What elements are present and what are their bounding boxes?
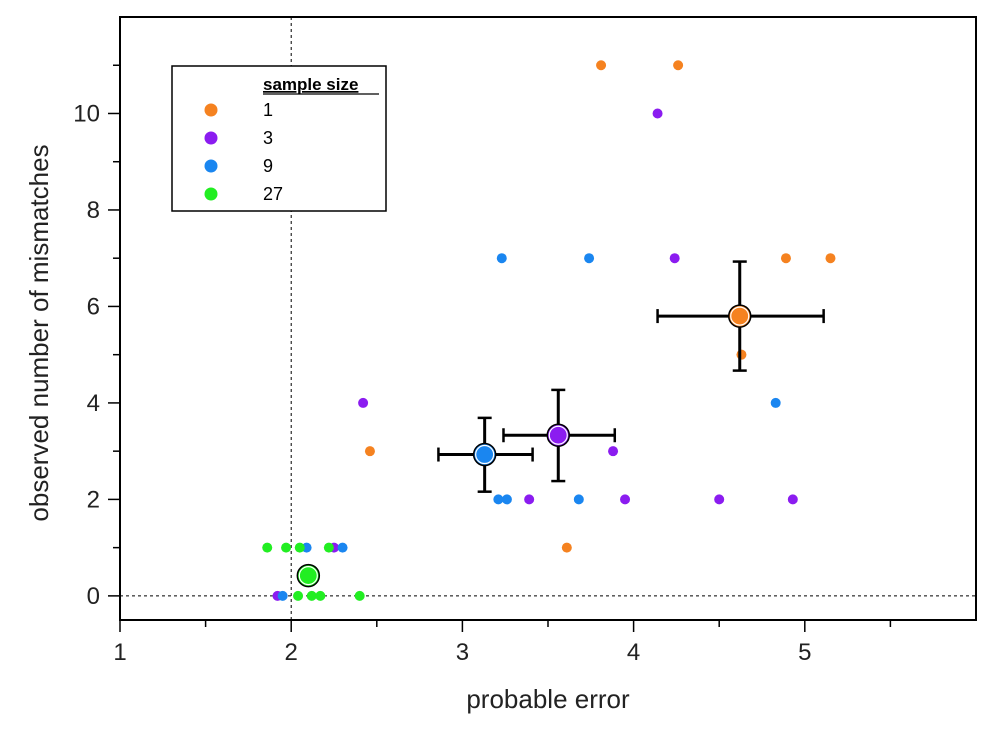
point-sample-9 xyxy=(573,494,584,505)
point-sample-1 xyxy=(673,60,684,71)
point-sample-9 xyxy=(493,494,504,505)
point-sample-9 xyxy=(501,494,512,505)
point-sample-9 xyxy=(337,542,348,553)
point-sample-27 xyxy=(281,542,292,553)
point-sample-1 xyxy=(596,60,607,71)
point-sample-9 xyxy=(277,590,288,601)
y-tick-label: 4 xyxy=(87,390,100,417)
legend-label-1: 1 xyxy=(263,100,273,120)
y-tick-label: 2 xyxy=(87,486,100,513)
point-sample-1 xyxy=(561,542,572,553)
mean-point-3 xyxy=(546,423,571,447)
point-sample-3 xyxy=(787,494,798,505)
x-tick-label: 3 xyxy=(456,639,469,666)
legend-label-3: 3 xyxy=(263,128,273,148)
mean-point-ring-9 xyxy=(475,444,495,465)
point-sample-1 xyxy=(364,446,375,457)
point-sample-3 xyxy=(669,253,680,264)
point-sample-3 xyxy=(608,446,619,457)
y-tick-label: 6 xyxy=(87,293,100,320)
point-sample-3 xyxy=(524,494,535,505)
point-sample-1 xyxy=(825,253,836,264)
point-sample-9 xyxy=(301,542,312,553)
point-sample-27 xyxy=(323,542,334,553)
mean-point-ring-1 xyxy=(730,306,750,326)
legend-marker-9 xyxy=(204,159,218,173)
legend-label-27: 27 xyxy=(263,184,283,204)
mean-markers xyxy=(296,260,825,588)
mean-point-1 xyxy=(727,304,752,328)
point-sample-3 xyxy=(652,108,663,119)
x-axis: 1 2 3 4 5 xyxy=(113,620,892,666)
point-sample-3 xyxy=(620,494,631,505)
point-sample-27 xyxy=(354,590,365,601)
legend-marker-27 xyxy=(204,187,218,201)
x-axis-label: probable error xyxy=(466,684,630,714)
point-sample-27 xyxy=(315,590,326,601)
point-sample-1 xyxy=(736,349,747,360)
point-sample-27 xyxy=(293,590,304,601)
point-sample-27 xyxy=(294,542,305,553)
point-sample-3 xyxy=(358,397,369,408)
legend-marker-3 xyxy=(204,131,218,145)
point-sample-3 xyxy=(714,494,725,505)
y-tick-label: 10 xyxy=(73,100,100,127)
legend-title: sample size xyxy=(263,75,358,94)
x-tick-label: 2 xyxy=(285,639,298,666)
x-tick-label: 1 xyxy=(113,639,126,666)
y-tick-label: 0 xyxy=(87,583,100,610)
mean-point-27 xyxy=(296,563,321,588)
x-tick-label: 4 xyxy=(627,639,640,666)
point-sample-9 xyxy=(770,397,781,408)
point-sample-1 xyxy=(780,253,791,264)
point-sample-27 xyxy=(306,590,317,601)
mean-point-ring-27 xyxy=(298,566,318,586)
legend: sample size 1 3 9 27 xyxy=(171,65,387,212)
legend-label-9: 9 xyxy=(263,156,273,176)
legend-marker-1 xyxy=(204,103,218,117)
y-tick-label: 8 xyxy=(87,197,100,224)
mean-point-ring-3 xyxy=(548,425,568,445)
x-tick-label: 5 xyxy=(798,639,811,666)
point-sample-27 xyxy=(262,542,273,553)
data-points xyxy=(262,60,836,601)
mean-point-9 xyxy=(472,442,497,467)
y-axis-label: observed number of mismatches xyxy=(24,144,54,521)
point-sample-9 xyxy=(496,253,507,264)
point-sample-9 xyxy=(584,253,595,264)
y-axis: 0 2 4 6 8 10 xyxy=(73,64,120,610)
